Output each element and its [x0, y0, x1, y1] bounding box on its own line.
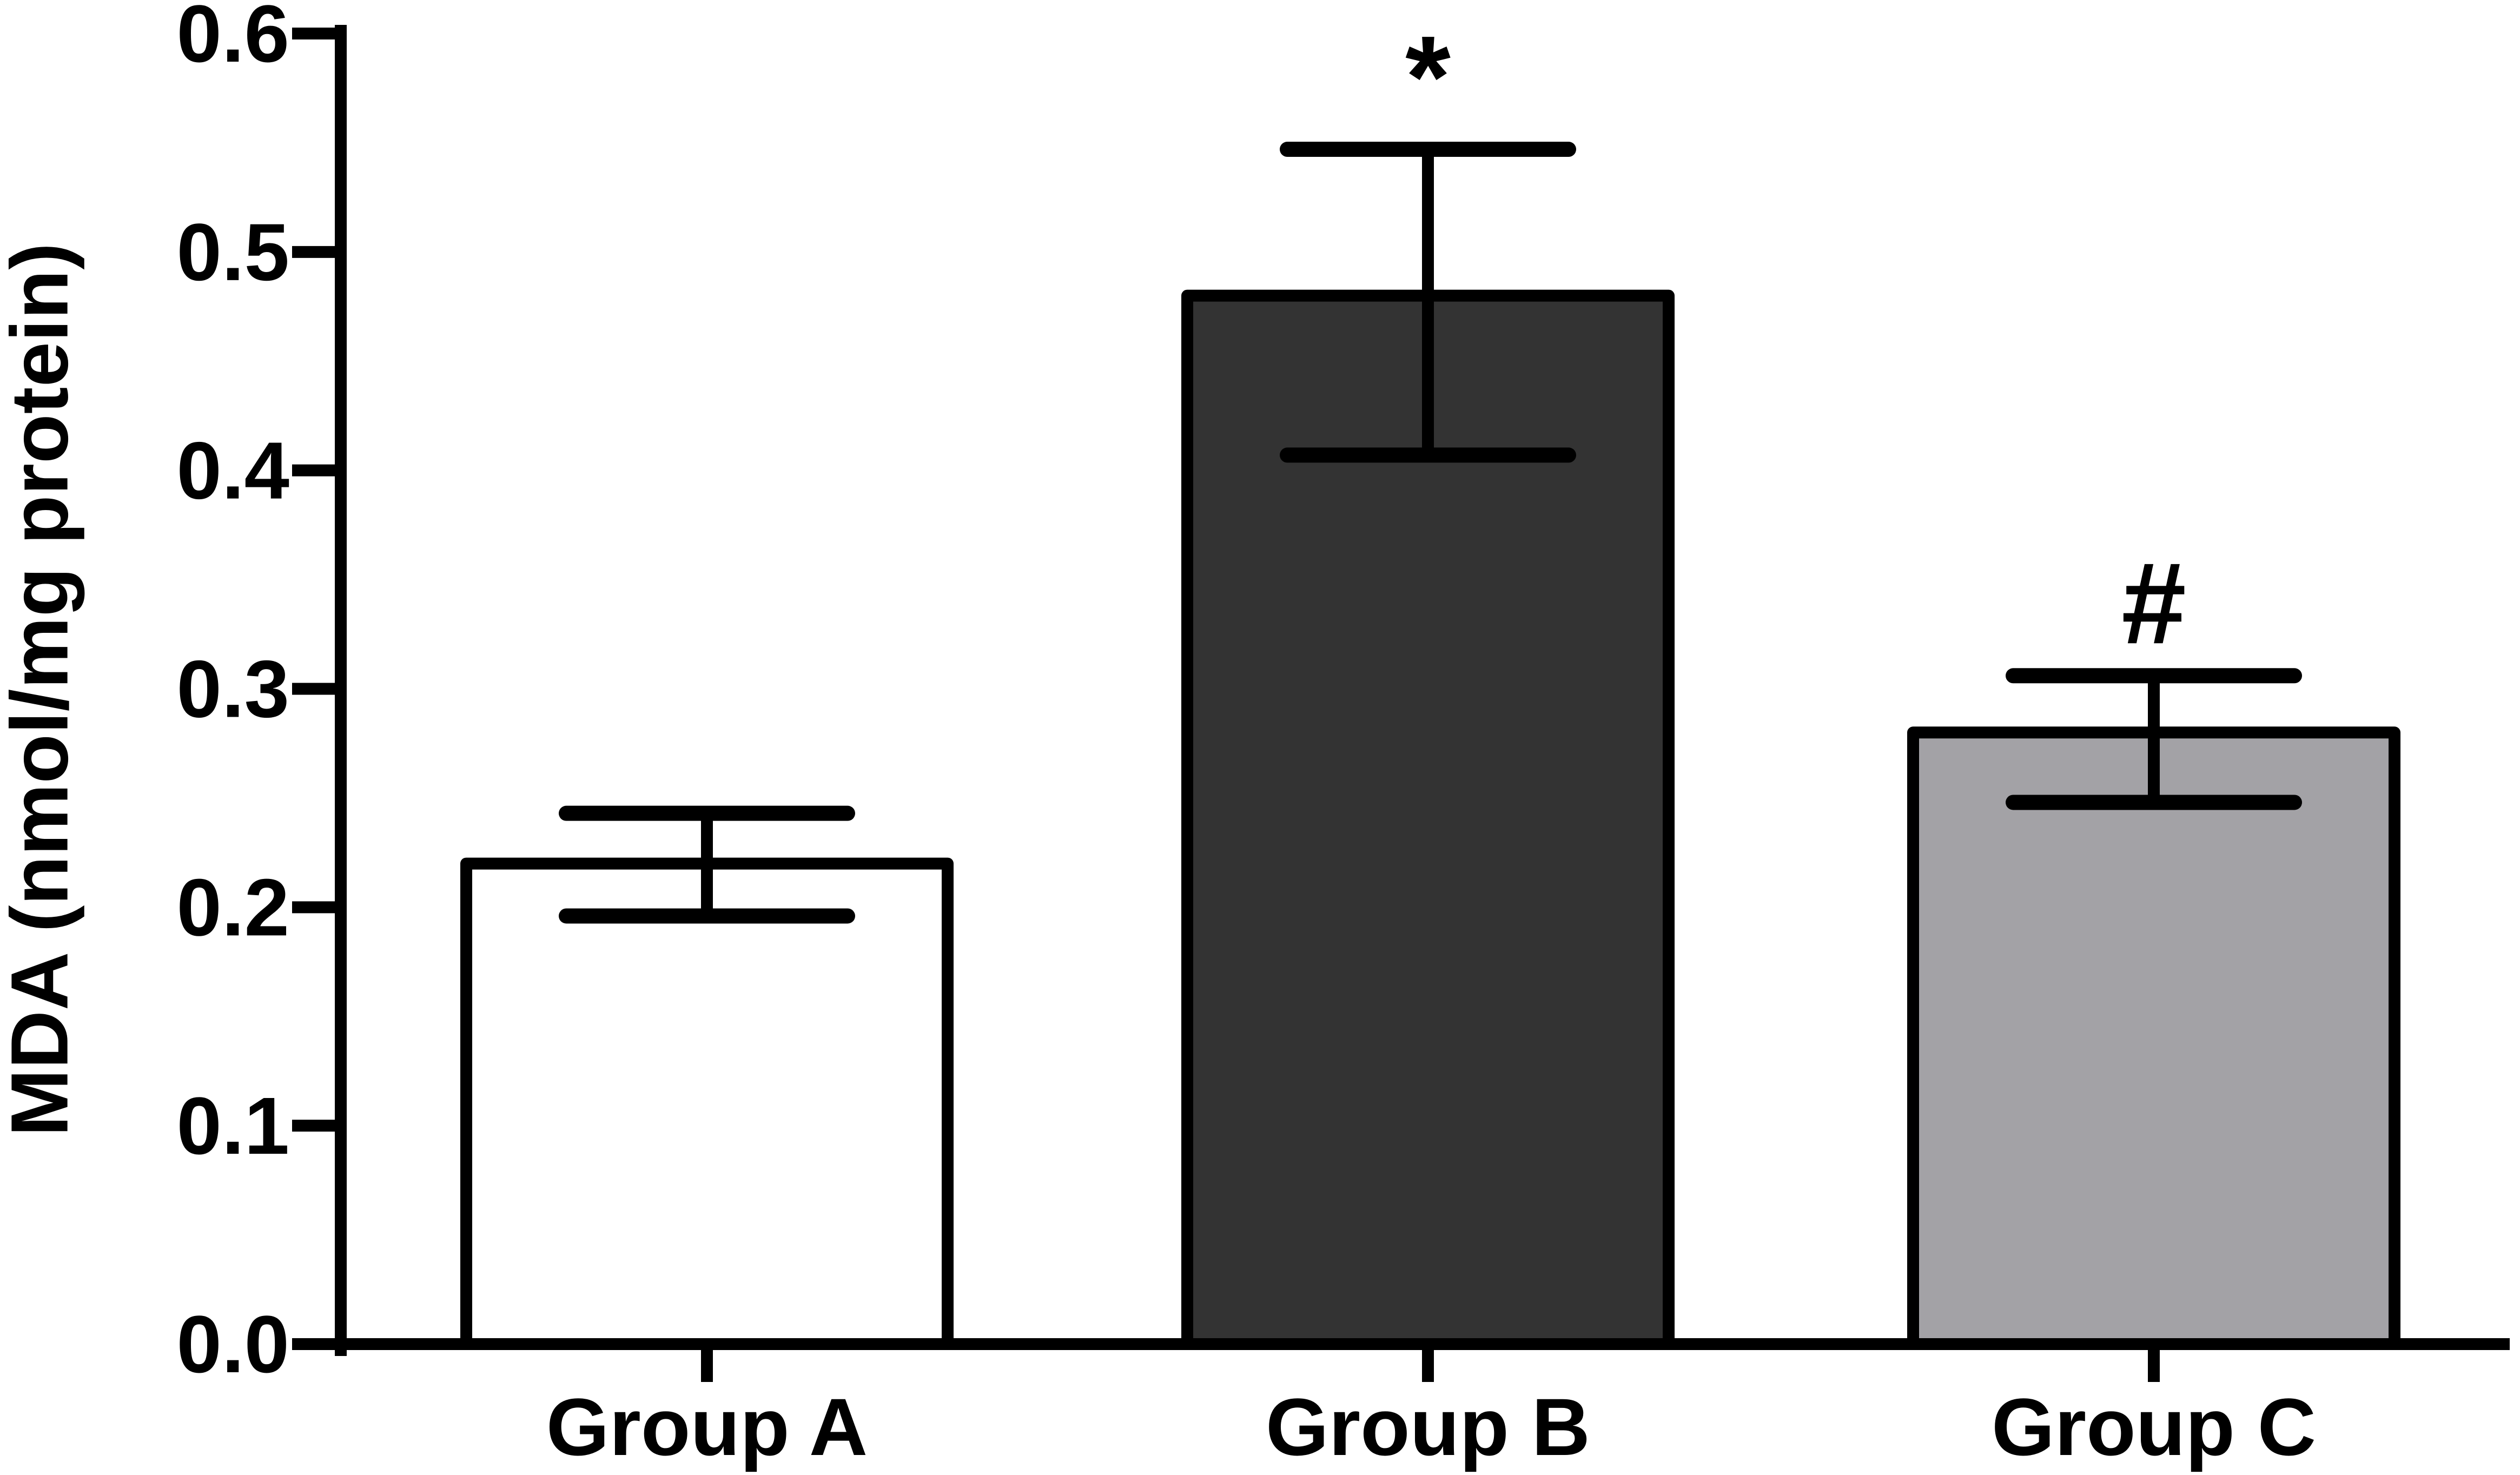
x-tick-label: Group B [1266, 1381, 1590, 1472]
labels: 0.0 0.1 0.2 0.3 0.4 0.5 0.6 Group A Group B * Grou… [176, 0, 2316, 1472]
x-tick-label: Group A [546, 1381, 868, 1472]
x-tick-label: Group C [1992, 1381, 2316, 1472]
error-bars [559, 142, 2302, 924]
y-tick-label: 0.3 [176, 644, 289, 735]
y-tick-label: 0.0 [176, 1299, 289, 1390]
bar-group-c [1907, 726, 2400, 1350]
y-tick-label: 0.1 [176, 1080, 289, 1171]
significance-marker: # [2121, 538, 2186, 668]
bars [460, 289, 2400, 1350]
y-axis-label: MDA (nmol/mg protein) [0, 243, 85, 1137]
y-tick-label: 0.5 [176, 207, 289, 297]
y-tick-label: 0.6 [176, 0, 289, 79]
significance-marker: * [1405, 11, 1451, 142]
y-tick-label: 0.4 [176, 425, 289, 516]
bar-group-a [460, 857, 954, 1350]
y-tick-label: 0.2 [176, 862, 289, 953]
